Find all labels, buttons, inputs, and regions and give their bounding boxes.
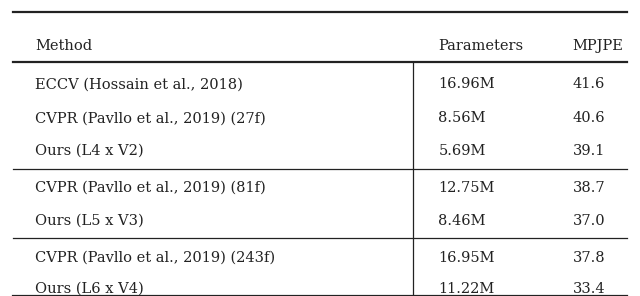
Text: 12.75M: 12.75M [438, 181, 495, 195]
Text: 41.6: 41.6 [573, 77, 605, 91]
Text: 38.7: 38.7 [573, 181, 605, 195]
Text: ECCV (Hossain et al., 2018): ECCV (Hossain et al., 2018) [35, 77, 243, 91]
Text: 11.22M: 11.22M [438, 281, 495, 296]
Text: 5.69M: 5.69M [438, 144, 486, 158]
Text: MPJPE: MPJPE [573, 39, 623, 53]
Text: Parameters: Parameters [438, 39, 524, 53]
Text: CVPR (Pavllo et al., 2019) (81f): CVPR (Pavllo et al., 2019) (81f) [35, 181, 266, 195]
Text: 16.96M: 16.96M [438, 77, 495, 91]
Text: 39.1: 39.1 [573, 144, 605, 158]
Text: Method: Method [35, 39, 92, 53]
Text: 8.46M: 8.46M [438, 213, 486, 228]
Text: 40.6: 40.6 [573, 111, 605, 126]
Text: 37.8: 37.8 [573, 250, 605, 265]
Text: Ours (L5 x V3): Ours (L5 x V3) [35, 213, 144, 228]
Text: Ours (L6 x V4): Ours (L6 x V4) [35, 281, 144, 296]
Text: 37.0: 37.0 [573, 213, 605, 228]
Text: 8.56M: 8.56M [438, 111, 486, 126]
Text: 16.95M: 16.95M [438, 250, 495, 265]
Text: Ours (L4 x V2): Ours (L4 x V2) [35, 144, 144, 158]
Text: CVPR (Pavllo et al., 2019) (243f): CVPR (Pavllo et al., 2019) (243f) [35, 250, 275, 265]
Text: CVPR (Pavllo et al., 2019) (27f): CVPR (Pavllo et al., 2019) (27f) [35, 111, 266, 126]
Text: 33.4: 33.4 [573, 281, 605, 296]
